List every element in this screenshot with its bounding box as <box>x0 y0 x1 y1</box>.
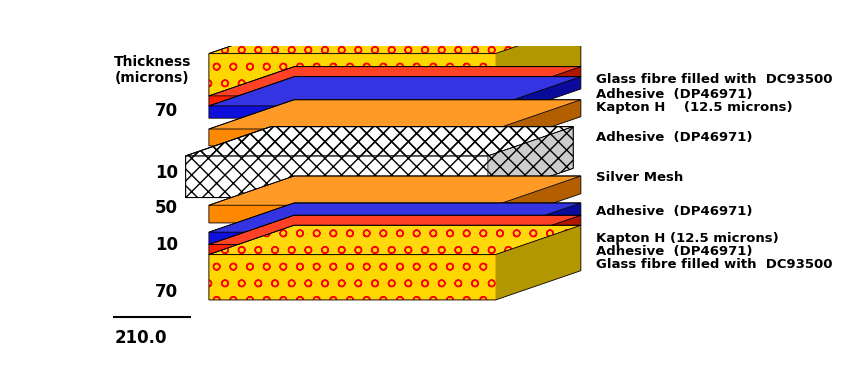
Text: 70: 70 <box>155 283 178 301</box>
Polygon shape <box>496 176 581 223</box>
Polygon shape <box>496 215 581 254</box>
Polygon shape <box>208 77 581 106</box>
Polygon shape <box>208 232 496 244</box>
Text: Adhesive  (DP46971): Adhesive (DP46971) <box>596 88 753 101</box>
Text: Kapton H (12.5 microns): Kapton H (12.5 microns) <box>596 232 779 245</box>
Polygon shape <box>208 205 496 223</box>
Polygon shape <box>208 244 496 254</box>
Text: Adhesive  (DP46971): Adhesive (DP46971) <box>596 131 753 144</box>
Text: Glass fibre filled with  DC93500: Glass fibre filled with DC93500 <box>596 73 833 86</box>
Polygon shape <box>208 254 496 300</box>
Text: Silver Mesh: Silver Mesh <box>596 172 683 185</box>
Polygon shape <box>208 66 581 96</box>
Text: Kapton H    (12.5 microns): Kapton H (12.5 microns) <box>596 101 793 114</box>
Polygon shape <box>186 127 573 197</box>
Text: Adhesive  (DP46971): Adhesive (DP46971) <box>596 244 753 257</box>
Text: 10: 10 <box>155 235 177 254</box>
Polygon shape <box>496 24 581 96</box>
Polygon shape <box>208 106 496 118</box>
Polygon shape <box>496 77 581 118</box>
Polygon shape <box>208 53 496 96</box>
Polygon shape <box>208 176 581 205</box>
Polygon shape <box>208 225 581 254</box>
Text: Glass fibre filled with  DC93500: Glass fibre filled with DC93500 <box>596 257 833 270</box>
Polygon shape <box>208 24 581 53</box>
Polygon shape <box>208 215 581 244</box>
Polygon shape <box>208 203 581 232</box>
Polygon shape <box>208 129 496 146</box>
Polygon shape <box>496 66 581 106</box>
Polygon shape <box>208 96 496 106</box>
Polygon shape <box>496 100 581 146</box>
Text: 10: 10 <box>155 164 177 182</box>
Polygon shape <box>208 100 581 129</box>
Text: 70: 70 <box>155 102 178 120</box>
Text: 50: 50 <box>155 199 177 217</box>
Text: Thickness
(microns): Thickness (microns) <box>114 55 192 85</box>
Polygon shape <box>496 203 581 244</box>
Polygon shape <box>186 127 573 156</box>
Polygon shape <box>488 127 573 197</box>
Text: Adhesive  (DP46971): Adhesive (DP46971) <box>596 205 753 218</box>
Text: 210.0: 210.0 <box>114 329 167 347</box>
Polygon shape <box>496 225 581 300</box>
